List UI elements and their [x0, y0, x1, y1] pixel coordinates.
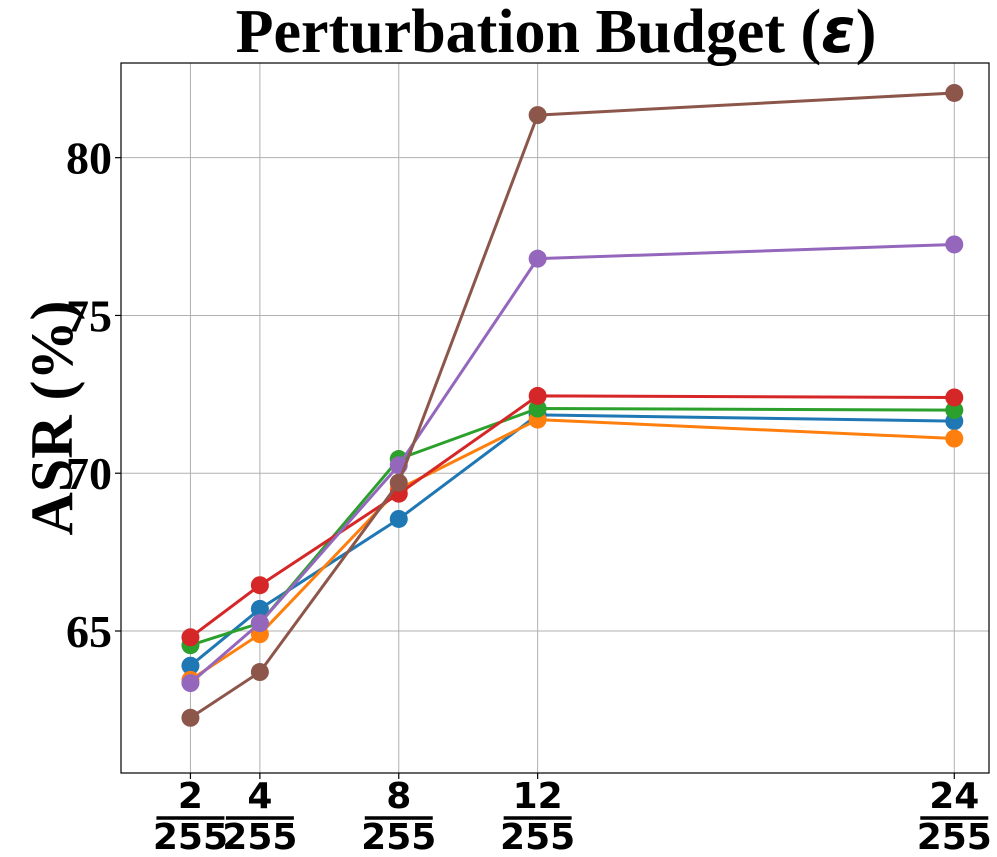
series-green	[181, 399, 964, 655]
data-point-red-4	[250, 576, 269, 595]
y-tick-label-75: 75	[66, 290, 112, 341]
data-point-red-2	[181, 628, 200, 647]
data-point-blue-8	[389, 509, 408, 528]
data-point-brown-12	[528, 106, 547, 125]
x-tick-denominator: 255	[222, 817, 297, 857]
series-line-purple	[189, 242, 955, 685]
y-tick-label-65: 65	[66, 606, 112, 657]
series-purple	[181, 235, 964, 693]
series-red	[181, 386, 964, 647]
x-tick-denominator: 255	[153, 817, 228, 857]
y-axis-label: ASR (%)	[19, 301, 85, 536]
y-tick-label-80: 80	[66, 133, 112, 184]
series-group	[181, 83, 964, 727]
data-point-brown-8	[389, 473, 408, 492]
data-point-orange-24	[945, 429, 964, 448]
x-tick-numerator: 8	[386, 776, 411, 817]
chart-title-symbol: ε	[821, 0, 856, 67]
series-line-brown	[189, 91, 955, 720]
data-point-red-24	[945, 388, 964, 407]
data-point-purple-24	[945, 235, 964, 254]
chart-title-close: )	[856, 0, 877, 66]
data-point-purple-2	[181, 674, 200, 693]
y-axis-ticks: 65 70 75 80	[66, 133, 121, 657]
y-tick-label-70: 70	[66, 448, 112, 499]
data-point-brown-2	[181, 708, 200, 727]
x-tick-denominator: 255	[500, 817, 575, 857]
data-point-brown-24	[945, 83, 964, 102]
data-point-purple-12	[528, 249, 547, 268]
grid	[121, 63, 989, 773]
series-blue	[181, 405, 964, 675]
data-point-green-24	[945, 401, 964, 420]
chart-title-main: Perturbation Budget (	[236, 0, 822, 66]
data-point-green-12	[528, 399, 547, 418]
data-point-red-12	[528, 386, 547, 405]
data-point-blue-2	[181, 656, 200, 675]
x-tick-numerator: 2	[178, 776, 203, 817]
plot-frame	[120, 62, 990, 774]
series-orange	[181, 410, 964, 689]
series-brown	[181, 83, 964, 727]
x-tick-numerator: 24	[929, 776, 979, 817]
x-tick-numerator: 12	[513, 776, 563, 817]
series-line-orange	[189, 418, 955, 682]
series-line-blue	[189, 413, 955, 667]
data-point-brown-4	[250, 663, 269, 682]
x-tick-denominator: 255	[917, 817, 992, 857]
data-point-blue-4	[250, 599, 269, 618]
data-point-purple-4	[250, 614, 269, 633]
x-tick-numerator: 4	[247, 776, 272, 817]
x-tick-denominator: 255	[361, 817, 436, 857]
chart-title: Perturbation Budget (ε)	[236, 0, 877, 67]
